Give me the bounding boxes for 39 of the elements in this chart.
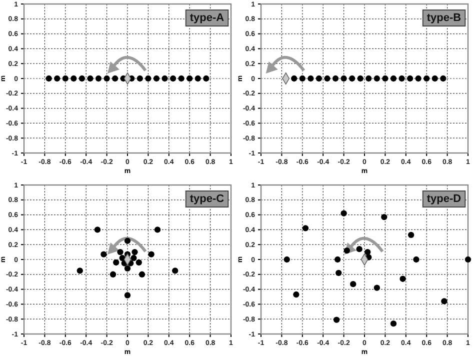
point xyxy=(334,256,341,263)
point xyxy=(110,271,116,278)
point xyxy=(350,281,356,288)
annotation: type-B xyxy=(426,12,462,24)
point xyxy=(130,254,137,262)
point xyxy=(390,320,397,327)
point xyxy=(464,256,472,263)
point xyxy=(148,251,154,258)
point xyxy=(340,210,347,216)
point xyxy=(400,276,406,282)
point xyxy=(113,259,120,266)
point xyxy=(302,225,309,232)
annotation: type-D xyxy=(426,193,462,205)
point xyxy=(100,251,107,258)
point xyxy=(132,248,138,256)
point xyxy=(154,226,161,233)
point xyxy=(117,248,124,256)
point xyxy=(364,248,371,256)
point xyxy=(293,291,300,298)
point xyxy=(374,284,380,291)
point xyxy=(408,232,414,238)
point xyxy=(356,246,362,252)
point xyxy=(138,271,146,278)
point xyxy=(124,238,131,244)
point xyxy=(76,268,83,274)
point xyxy=(124,265,131,272)
point xyxy=(284,256,290,263)
point xyxy=(94,226,101,233)
point xyxy=(441,298,448,304)
point xyxy=(124,292,131,298)
point xyxy=(333,316,340,323)
annotation: type-C xyxy=(190,193,224,205)
point xyxy=(172,268,178,274)
point xyxy=(344,247,350,254)
point xyxy=(381,214,388,220)
point xyxy=(136,259,142,266)
point xyxy=(336,270,342,276)
annotation: type-A xyxy=(190,12,224,24)
point xyxy=(413,256,420,263)
